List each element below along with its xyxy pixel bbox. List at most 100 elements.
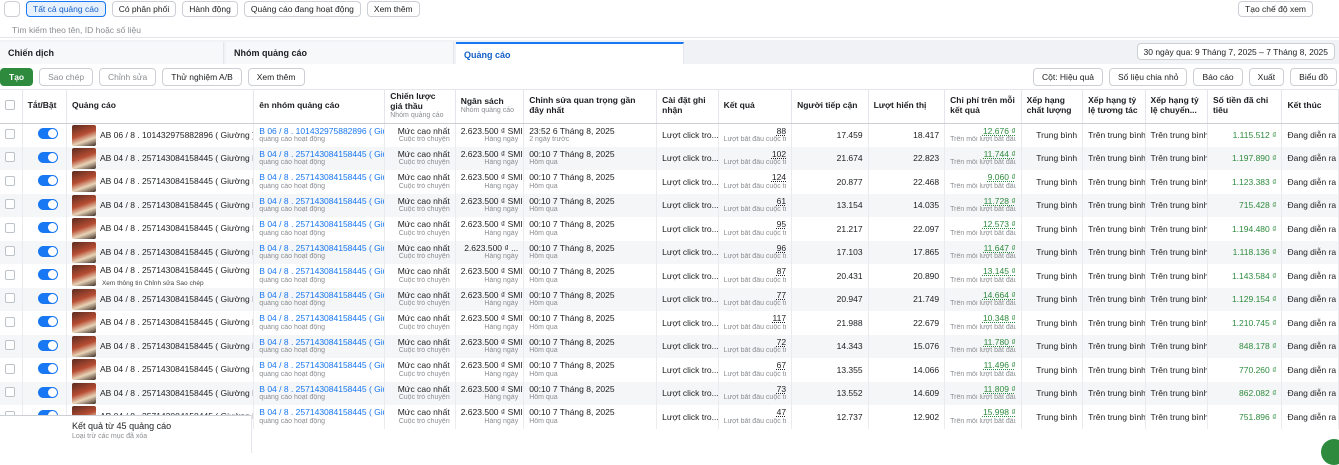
ad-row[interactable]: AB 04 / 8 . 257143084158445 ( Giường N..… <box>0 264 1339 288</box>
column-header[interactable]: ên nhóm quảng cáo <box>254 90 385 123</box>
row-checkbox[interactable] <box>0 311 22 335</box>
filter-chip[interactable]: Tất cả quảng cáo <box>26 1 106 17</box>
row-checkbox[interactable] <box>0 288 22 312</box>
reach-cell: 13.552 <box>792 382 869 406</box>
column-header[interactable]: Chỉnh sửa quan trọng gần đây nhất <box>524 90 657 123</box>
ad-row[interactable]: AB 04 / 8 . 257143084158445 ( Giường N..… <box>0 382 1339 406</box>
toggle[interactable] <box>22 241 66 265</box>
toolbar-button[interactable]: Báo cáo <box>1193 68 1242 86</box>
ad-row[interactable]: AB 04 / 8 . 257143084158445 ( Giường N..… <box>0 170 1339 194</box>
ad-name[interactable]: AB 04 / 8 . 257143084158445 ( Giường N..… <box>66 147 253 171</box>
toolbar-button[interactable]: Biểu đồ <box>1290 68 1337 86</box>
ad-name[interactable]: AB 04 / 8 . 257143084158445 ( Giường N..… <box>66 288 253 312</box>
toggle[interactable] <box>22 264 66 288</box>
row-checkbox[interactable] <box>0 358 22 382</box>
tab[interactable]: Quảng cáo <box>456 42 684 64</box>
conv: Trên trung bình <box>1151 365 1208 375</box>
toggle[interactable] <box>22 311 66 335</box>
filter-chip[interactable]: Có phân phối <box>112 1 177 17</box>
column-header[interactable]: Kết thúc <box>1282 90 1339 123</box>
row-checkbox[interactable] <box>0 194 22 218</box>
toggle[interactable] <box>22 194 66 218</box>
row-checkbox[interactable] <box>0 264 22 288</box>
ad-thumbnail <box>72 312 96 333</box>
tab[interactable]: Nhóm quảng cáo <box>226 42 454 64</box>
ad-row[interactable]: AB 04 / 8 . 257143084158445 ( Giường N..… <box>0 217 1339 241</box>
row-checkbox[interactable] <box>0 335 22 359</box>
ad-row[interactable]: AB 04 / 8 . 257143084158445 ( Giường N..… <box>0 288 1339 312</box>
toolbar-button[interactable]: Số liệu chia nhỏ <box>1109 68 1188 86</box>
ad-row[interactable]: AB 04 / 8 . 257143084158445 ( Giường N..… <box>0 194 1339 218</box>
ad-name[interactable]: AB 04 / 8 . 257143084158445 ( Giường N..… <box>66 217 253 241</box>
toggle[interactable] <box>22 358 66 382</box>
toggle[interactable] <box>22 170 66 194</box>
column-header[interactable]: Người tiếp cận <box>792 90 869 123</box>
select-all[interactable] <box>0 90 22 123</box>
hover-action[interactable]: Sao chép <box>176 280 203 287</box>
column-header[interactable]: Tắt/Bật <box>22 90 66 123</box>
toolbar-button[interactable]: Cột: Hiệu quả <box>1033 68 1103 86</box>
row-checkbox[interactable] <box>0 217 22 241</box>
toggle[interactable] <box>22 382 66 406</box>
ad-row[interactable]: AB 06 / 8 . 101432975882896 ( Giường )B … <box>0 123 1339 147</box>
ad-row[interactable]: AB 04 / 8 . 257143084158445 ( Giường N..… <box>0 358 1339 382</box>
search-box[interactable]: Tìm kiếm theo tên, ID hoặc số liệu <box>0 18 1339 38</box>
filter-chip[interactable]: Quảng cáo đang hoạt động <box>244 1 361 17</box>
toolbar-button[interactable]: Thử nghiệm A/B <box>162 68 241 86</box>
tab[interactable]: Chiến dịch <box>0 42 224 64</box>
ad-row[interactable]: AB 04 / 8 . 257143084158445 ( Giường N..… <box>0 311 1339 335</box>
search-icon[interactable] <box>4 1 20 17</box>
ad-row[interactable]: AB 04 / 8 . 257143084158445 ( Giường N..… <box>0 147 1339 171</box>
ad-name[interactable]: AB 04 / 8 . 257143084158445 ( Giường N..… <box>66 264 253 288</box>
toolbar-button[interactable]: Xem thêm <box>248 68 305 86</box>
ad-name[interactable]: AB 04 / 8 . 257143084158445 ( Giường N..… <box>66 311 253 335</box>
ad-name[interactable]: AB 04 / 8 . 257143084158445 ( Giường N..… <box>66 241 253 265</box>
column-header[interactable]: Xếp hạng tỷ lệ chuyển... <box>1145 90 1207 123</box>
toolbar-button[interactable]: Chỉnh sửa <box>99 68 156 86</box>
column-header[interactable]: Cài đặt ghi nhận <box>657 90 718 123</box>
column-header[interactable]: Kết quả <box>718 90 792 123</box>
toggle[interactable] <box>22 335 66 359</box>
column-header[interactable]: Chi phí trên mỗi kết quả <box>945 90 1022 123</box>
filter-chip[interactable]: Hành động <box>182 1 238 17</box>
toggle[interactable] <box>22 217 66 241</box>
ad-name[interactable]: AB 04 / 8 . 257143084158445 ( Giường N..… <box>66 358 253 382</box>
ad-row[interactable]: AB 04 / 8 . 257143084158445 ( Giường N..… <box>0 335 1339 359</box>
help-button[interactable] <box>1321 439 1339 465</box>
ad: AB 04 / 8 . 257143084158445 ( Giường N..… <box>100 200 254 210</box>
cpr_sub: Trên mỗi lượt bắt đầu... <box>950 277 1016 285</box>
ad-row[interactable]: AB 04 / 8 . 257143084158445 ( Giường N..… <box>0 241 1339 265</box>
toolbar-button[interactable]: Tạo <box>0 68 33 86</box>
toggle[interactable] <box>22 147 66 171</box>
ad-name[interactable]: AB 04 / 8 . 257143084158445 ( Giường N..… <box>66 382 253 406</box>
column-header[interactable]: Xếp hạng chất lượng <box>1021 90 1082 123</box>
ad-name[interactable]: AB 04 / 8 . 257143084158445 ( Giường N..… <box>66 170 253 194</box>
row-checkbox[interactable] <box>0 123 22 147</box>
ad: AB 04 / 8 . 257143084158445 ( Giường N..… <box>100 247 254 257</box>
column-header[interactable]: Lượt hiển thị <box>868 90 945 123</box>
column-header[interactable]: Xếp hạng tỷ lệ tương tác <box>1083 90 1145 123</box>
date-range[interactable]: 30 ngày qua: 9 Tháng 7, 2025 – 7 Tháng 8… <box>1137 43 1335 60</box>
row-checkbox[interactable] <box>0 170 22 194</box>
cpr-cell: 11.780 ₫Trên mỗi lượt bắt đầu... <box>945 335 1022 359</box>
ad-name[interactable]: AB 04 / 8 . 257143084158445 ( Giường N..… <box>66 335 253 359</box>
row-checkbox[interactable] <box>0 382 22 406</box>
toolbar-button[interactable]: Xuất <box>1249 68 1285 86</box>
row-checkbox[interactable] <box>0 147 22 171</box>
hover-action[interactable]: Chỉnh sửa <box>144 280 174 287</box>
filter-chip[interactable]: Xem thêm <box>367 1 420 17</box>
column-header[interactable]: Số tiền đã chi tiêu <box>1207 90 1282 123</box>
toggle[interactable] <box>22 123 66 147</box>
ad-name[interactable]: AB 04 / 8 . 257143084158445 ( Giường N..… <box>66 194 253 218</box>
toolbar-button[interactable]: Sao chép <box>39 68 93 86</box>
row-checkbox[interactable] <box>0 241 22 265</box>
toggle[interactable] <box>22 288 66 312</box>
ad-name[interactable]: AB 06 / 8 . 101432975882896 ( Giường ) <box>66 123 253 147</box>
hover-action[interactable]: Xem thông tin <box>102 280 142 287</box>
column-header[interactable]: Quảng cáo <box>66 90 253 123</box>
create-view-button[interactable]: Tạo chế độ xem <box>1238 1 1313 17</box>
reach: 20.877 <box>837 177 863 187</box>
